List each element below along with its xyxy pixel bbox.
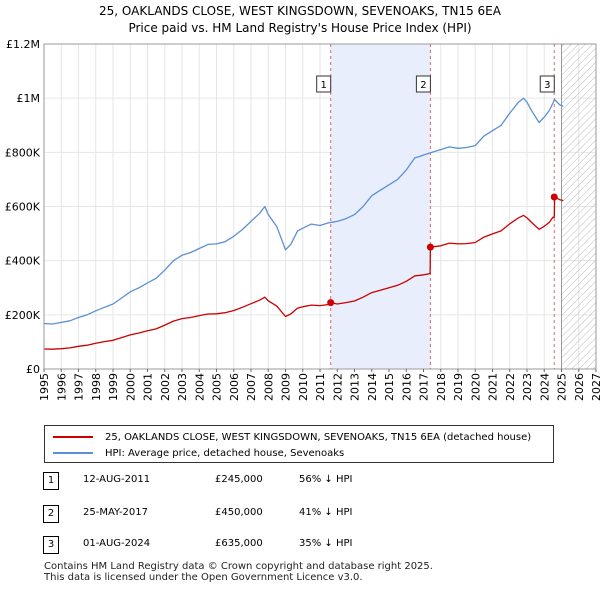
x-tick-label: 2011: [314, 373, 327, 401]
x-tick-label: 2014: [366, 373, 379, 401]
x-tick-label: 2017: [418, 373, 431, 401]
x-tick-label: 2009: [280, 373, 293, 401]
x-tick-label: 2015: [383, 373, 396, 401]
y-tick-label: £1M: [17, 92, 41, 105]
chart-subtitle: Price paid vs. HM Land Registry's House …: [128, 21, 471, 35]
x-tick-label: 2005: [211, 373, 224, 401]
price-chart: 25, OAKLANDS CLOSE, WEST KINGSDOWN, SEVE…: [5, 4, 600, 401]
y-tick-label: £400K: [5, 255, 41, 268]
x-tick-label: 2024: [538, 373, 551, 401]
y-tick-label: £600K: [5, 201, 41, 214]
chart-title: 25, OAKLANDS CLOSE, WEST KINGSDOWN, SEVE…: [99, 4, 502, 18]
sale-price: £245,000: [215, 474, 263, 485]
x-tick-label: 2003: [176, 373, 189, 401]
sale-price: £635,000: [215, 538, 263, 549]
x-tick-label: 2002: [159, 373, 172, 401]
sale-hpi-diff: 35% ↓ HPI: [299, 538, 353, 549]
legend-swatch-property: [53, 436, 93, 438]
x-tick-label: 1997: [73, 373, 86, 401]
sale-label-number: 2: [420, 80, 426, 91]
sale-date: 25-MAY-2017: [83, 507, 149, 518]
x-tick-label: 2013: [349, 373, 362, 401]
x-tick-label: 2025: [556, 373, 569, 401]
x-tick-label: 1996: [55, 373, 68, 401]
x-tick-label: 2000: [124, 373, 137, 401]
sale-hpi-diff: 56% ↓ HPI: [299, 474, 353, 485]
legend-item-hpi: HPI: Average price, detached house, Seve…: [53, 445, 344, 461]
sale-number-badge: 1: [43, 472, 59, 490]
sale-number-badge: 3: [43, 536, 59, 554]
y-tick-label: £0: [26, 363, 40, 376]
x-tick-label: 2001: [142, 373, 155, 401]
x-tick-label: 1998: [90, 373, 103, 401]
x-tick-label: 2023: [521, 373, 534, 401]
sale-label-box: [415, 75, 431, 93]
x-tick-label: 2022: [504, 373, 517, 401]
x-tick-label: 2016: [400, 373, 413, 401]
x-tick-label: 2020: [469, 373, 482, 401]
sale-label-number: 3: [544, 80, 550, 91]
x-tick-label: 2019: [452, 373, 465, 401]
sale-point: [550, 193, 558, 201]
legend-label-property: 25, OAKLANDS CLOSE, WEST KINGSDOWN, SEVE…: [105, 431, 532, 443]
legend-swatch-hpi: [53, 452, 93, 454]
hpi-series-line: [43, 97, 564, 325]
y-tick-label: £200K: [5, 309, 41, 322]
sale-price: £450,000: [215, 507, 263, 518]
y-tick-label: £1.2M: [6, 38, 40, 51]
x-tick-label: 2027: [590, 373, 600, 401]
sale-label-number: 1: [321, 80, 327, 91]
legend: 25, OAKLANDS CLOSE, WEST KINGSDOWN, SEVE…: [44, 425, 554, 463]
table-row: 3 01-AUG-2024 £635,000 35% ↓ HPI: [43, 536, 443, 556]
x-tick-label: 2008: [262, 373, 275, 401]
x-tick-label: 2021: [487, 373, 500, 401]
x-tick-label: 2026: [573, 373, 586, 401]
x-tick-label: 1999: [107, 373, 120, 401]
sale-number-badge: 2: [43, 505, 59, 523]
x-tick-label: 2004: [193, 373, 206, 401]
x-tick-label: 2006: [228, 373, 241, 401]
sale-label-box: [539, 75, 555, 93]
forecast-hatch: [561, 44, 596, 369]
x-tick-label: 1995: [38, 373, 51, 401]
x-tick-label: 2010: [297, 373, 310, 401]
x-tick-label: 2018: [435, 373, 448, 401]
sale-point: [426, 243, 434, 251]
sale-point: [327, 299, 335, 307]
sale-label-box: [316, 75, 332, 93]
footer-licence: This data is licensed under the Open Gov…: [44, 572, 363, 583]
legend-label-hpi: HPI: Average price, detached house, Seve…: [105, 447, 345, 459]
sale-date: 01-AUG-2024: [83, 538, 151, 549]
footer-copyright: Contains HM Land Registry data © Crown c…: [44, 561, 433, 572]
ownership-band: [330, 44, 431, 369]
y-tick-label: £800K: [5, 146, 41, 159]
x-tick-label: 2007: [245, 373, 258, 401]
x-tick-label: 2012: [331, 373, 344, 401]
sale-hpi-diff: 41% ↓ HPI: [299, 507, 353, 518]
sale-date: 12-AUG-2011: [83, 474, 151, 485]
footer: Contains HM Land Registry data © Crown c…: [44, 561, 433, 583]
table-row: 2 25-MAY-2017 £450,000 41% ↓ HPI: [43, 505, 443, 525]
table-row: 1 12-AUG-2011 £245,000 56% ↓ HPI: [43, 472, 443, 492]
legend-item-property: 25, OAKLANDS CLOSE, WEST KINGSDOWN, SEVE…: [53, 429, 531, 445]
